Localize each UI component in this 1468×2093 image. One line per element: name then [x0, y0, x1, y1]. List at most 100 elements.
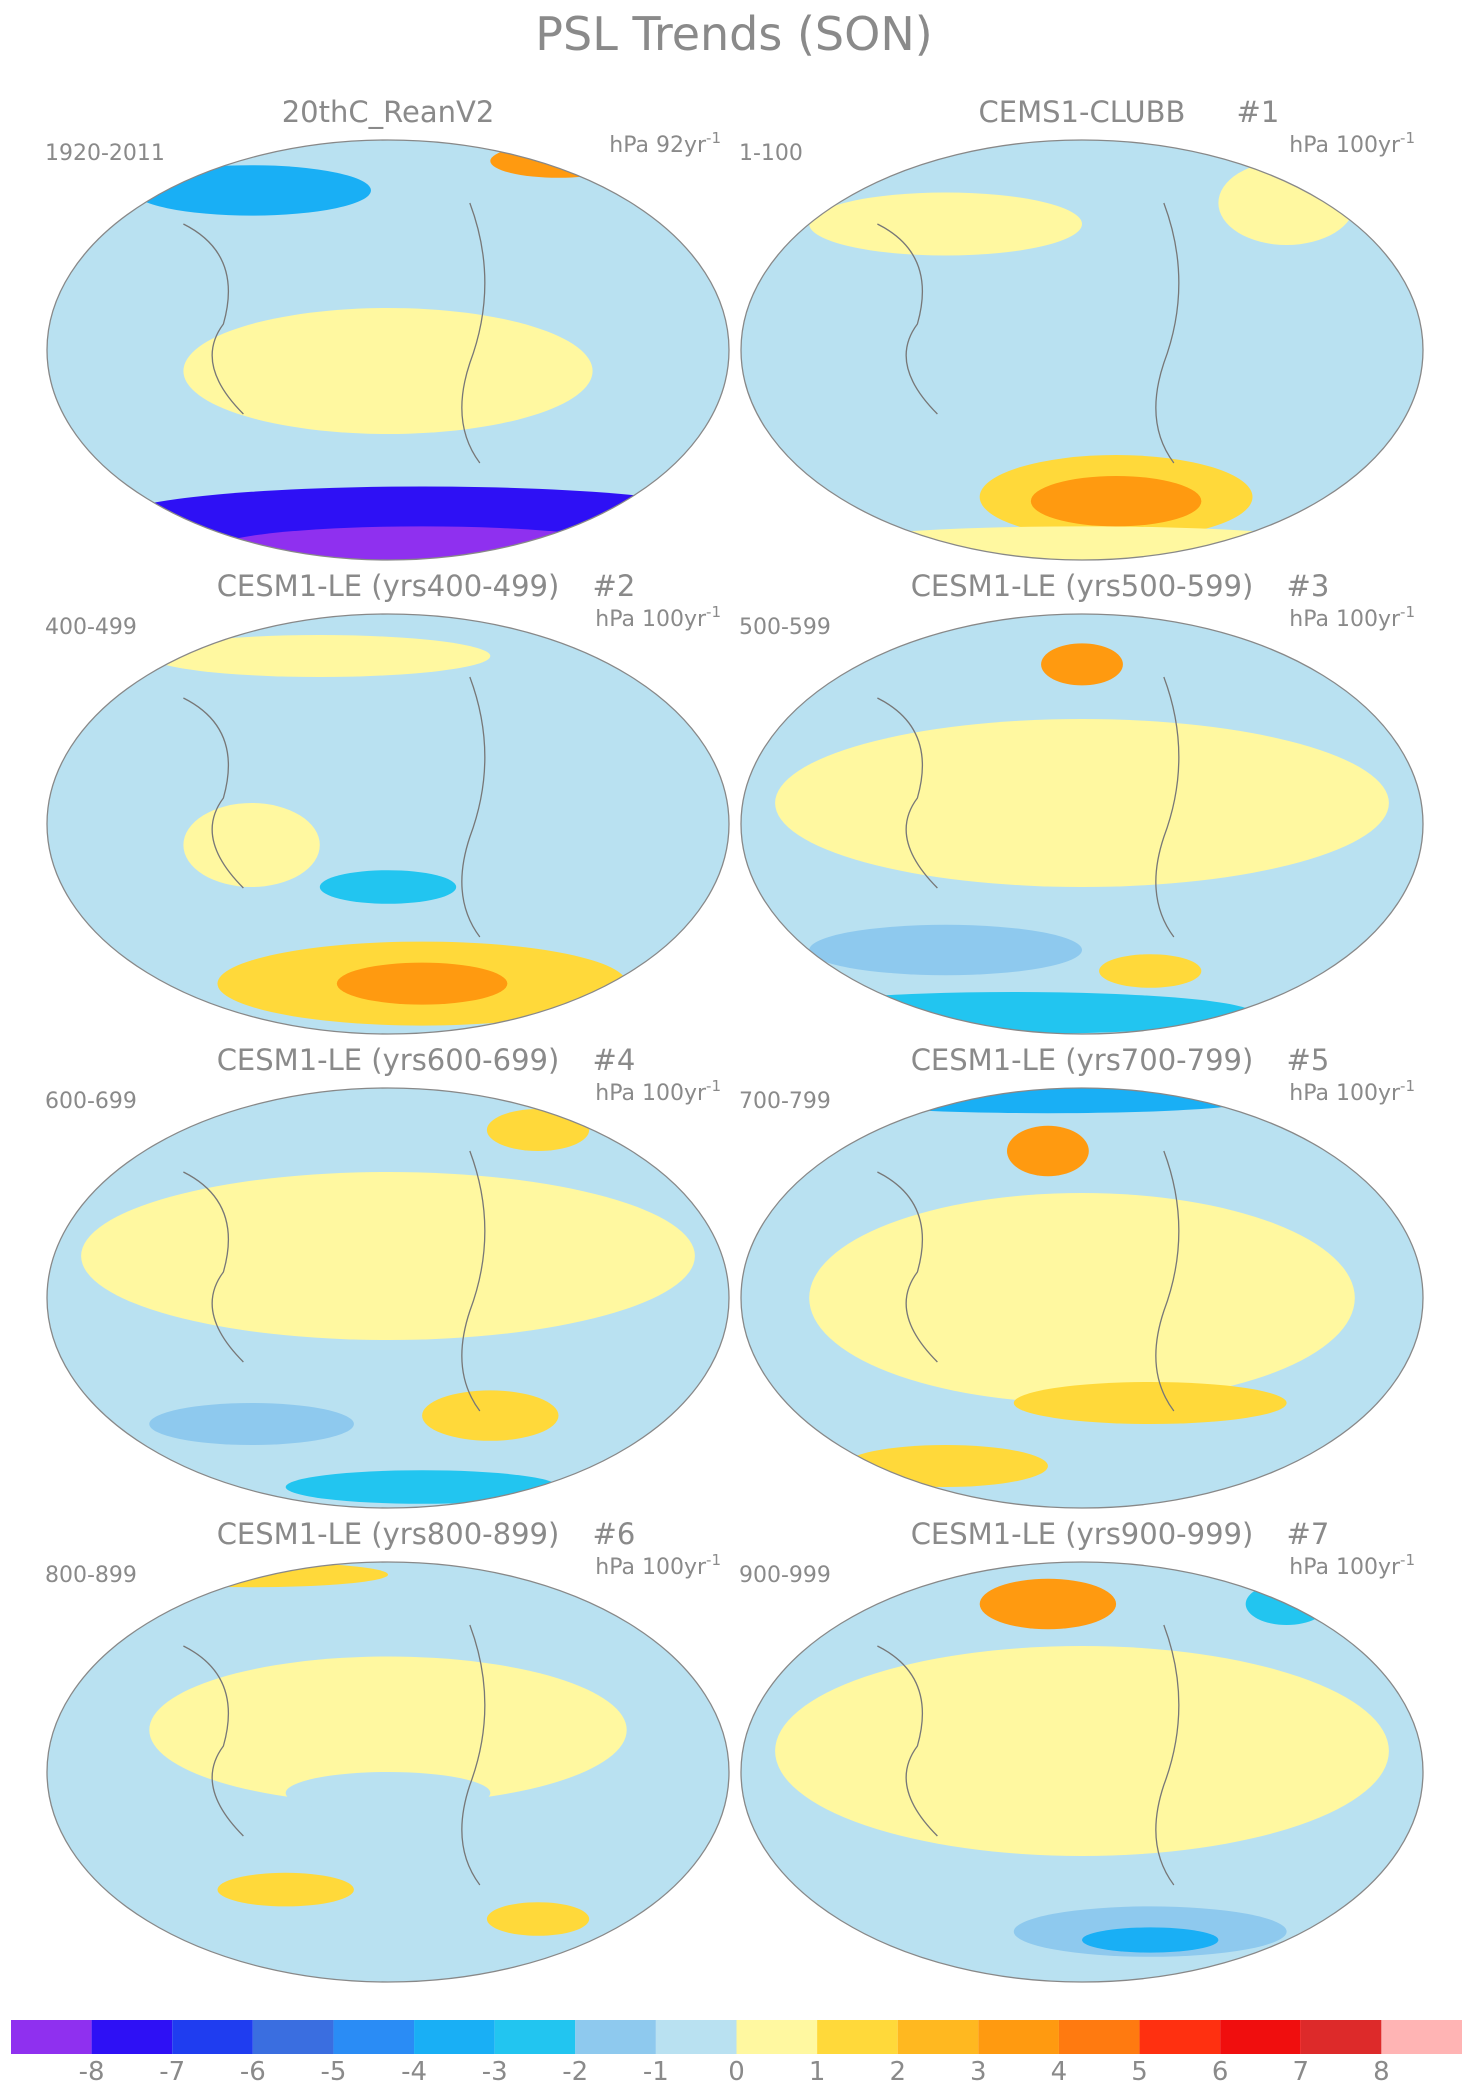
panel-period: 500-599 [739, 615, 831, 640]
units-text: hPa 100yr [595, 1555, 707, 1580]
colorbar-label: 8 [1373, 2057, 1390, 2087]
colorbar-label: -5 [320, 2057, 346, 2087]
colorbar-label: 4 [1051, 2057, 1068, 2087]
panel-number: #3 [1287, 569, 1330, 603]
map-outline [46, 1087, 730, 1509]
trend-region [285, 1772, 491, 1814]
units-text: hPa 100yr [1289, 607, 1401, 632]
map-panel [47, 140, 729, 560]
units-exponent: -1 [706, 1551, 721, 1569]
map-panel [47, 1562, 729, 1982]
trend-region [1030, 476, 1202, 527]
units-text: hPa 100yr [1289, 133, 1401, 158]
trend-region [843, 1088, 1253, 1114]
trend-region [979, 1578, 1117, 1630]
trend-region [843, 1445, 1048, 1487]
map-outline [740, 139, 1424, 561]
panel-units: hPa 100yr-1 [595, 1077, 721, 1106]
trend-region [1082, 1927, 1219, 1953]
map-panel [741, 140, 1423, 560]
map-panel [741, 1562, 1423, 1982]
colorbar-label: -4 [401, 2057, 427, 2087]
units-exponent: -1 [706, 603, 721, 621]
panel-title: CESM1-LE (yrs400-499) [217, 569, 560, 603]
panel-units: hPa 100yr-1 [595, 1551, 721, 1580]
trend-region [775, 992, 1253, 1034]
map-outline [740, 613, 1424, 1035]
panel-period: 700-799 [739, 1089, 831, 1114]
units-text: hPa 100yr [1289, 1555, 1401, 1580]
panel-number: #2 [593, 569, 636, 603]
coastline [183, 1150, 486, 1412]
trend-region [319, 870, 457, 904]
trend-region [336, 962, 508, 1005]
colorbar-label: -2 [562, 2057, 588, 2087]
colorbar-label: -8 [79, 2057, 105, 2087]
map-outline [46, 613, 730, 1035]
map-panel [47, 1088, 729, 1508]
trend-region [149, 635, 491, 677]
units-exponent: -1 [1400, 1551, 1415, 1569]
panel-title: CESM1-LE (yrs900-999) [911, 1517, 1254, 1551]
panel-title: CESM1-LE (yrs800-899) [217, 1517, 560, 1551]
colorbar-box [91, 2020, 173, 2054]
colorbar-box [11, 2020, 92, 2054]
coastline [877, 202, 1180, 464]
trend-region [81, 1172, 695, 1340]
panel-period: 800-899 [45, 1563, 137, 1588]
colorbar-label: 2 [889, 2057, 906, 2087]
units-exponent: -1 [706, 129, 721, 147]
trend-region [775, 1646, 1389, 1856]
panel-period: 600-699 [45, 1089, 137, 1114]
panel-period: 400-499 [45, 615, 137, 640]
panel-units: hPa 92yr-1 [609, 129, 721, 158]
colorbar-label: -7 [159, 2057, 185, 2087]
panel-units: hPa 100yr-1 [1289, 1077, 1415, 1106]
colorbar-box [655, 2020, 737, 2054]
coastline [183, 202, 486, 464]
map-panel [47, 614, 729, 1034]
trend-region [217, 526, 627, 560]
colorbar-label: 0 [728, 2057, 745, 2087]
trend-region [1013, 1382, 1287, 1424]
trend-region [1041, 643, 1123, 686]
colorbar-box [575, 2020, 656, 2054]
units-exponent: -1 [1400, 129, 1415, 147]
trend-region [775, 719, 1389, 887]
trend-region [809, 192, 1082, 256]
panel-number: #4 [593, 1043, 636, 1077]
trend-region [422, 1390, 559, 1441]
panel-title: CESM1-LE (yrs600-699) [217, 1043, 560, 1077]
colorbar-box [1058, 2020, 1140, 2054]
panel-number: #1 [1237, 95, 1280, 129]
colorbar-box [1220, 2020, 1301, 2054]
trend-region [1006, 1125, 1089, 1177]
panel-title: CEMS1-CLUBB [979, 95, 1186, 129]
units-text: hPa 100yr [595, 1081, 707, 1106]
colorbar-box [978, 2020, 1059, 2054]
panel-period: 1-100 [739, 141, 803, 166]
panel-units: hPa 100yr-1 [1289, 129, 1415, 158]
units-text: hPa 100yr [1289, 1081, 1401, 1106]
colorbar-box [1381, 2020, 1462, 2054]
colorbar-box [252, 2020, 334, 2054]
colorbar-label: 1 [809, 2057, 826, 2087]
trend-region [486, 1902, 590, 1936]
colorbar-box [172, 2020, 253, 2054]
colorbar-box [1300, 2020, 1382, 2054]
trend-region [132, 165, 371, 216]
trend-region [285, 1470, 559, 1504]
colorbar-label: 7 [1293, 2057, 1310, 2087]
colorbar-label: -6 [240, 2057, 266, 2087]
trend-region [149, 1403, 354, 1445]
map-outline [46, 139, 730, 561]
panel-title: CESM1-LE (yrs500-599) [911, 569, 1254, 603]
trend-region [115, 1562, 388, 1588]
map-panel [741, 614, 1423, 1034]
coastline [877, 1150, 1180, 1412]
panel-number: #6 [593, 1517, 636, 1551]
coastline [183, 1624, 486, 1886]
trend-region [1218, 161, 1355, 245]
units-exponent: -1 [1400, 603, 1415, 621]
